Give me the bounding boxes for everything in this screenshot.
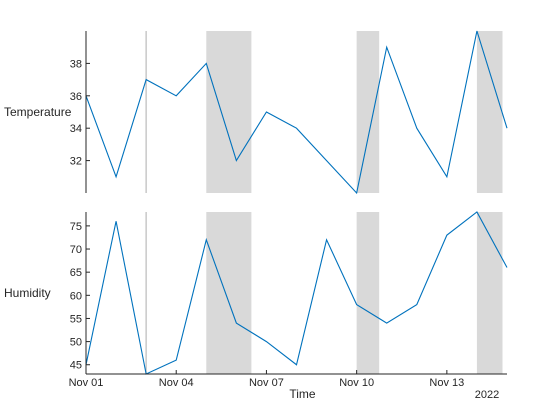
xtick-label: Nov 13 xyxy=(429,377,464,389)
temperature-ytick-label: 36 xyxy=(70,91,82,103)
humidity-ytick-label: 60 xyxy=(70,290,82,302)
temperature-ytick-label: 32 xyxy=(70,156,82,168)
humidity-ylabel: Humidity xyxy=(4,286,51,300)
humidity-ytick-label: 75 xyxy=(70,221,82,233)
humidity-ytick-label: 55 xyxy=(70,313,82,325)
temperature-ylabel: Temperature xyxy=(4,105,72,119)
temperature-ytick-label: 34 xyxy=(70,123,82,135)
xtick-label: Nov 01 xyxy=(69,377,104,389)
humidity-ytick-label: 45 xyxy=(70,360,82,372)
temperature-shaded-region-3 xyxy=(476,31,503,193)
xtick-label: Nov 10 xyxy=(339,377,374,389)
xtick-label: Nov 07 xyxy=(249,377,284,389)
temperature-series-line xyxy=(85,30,508,195)
temperature-shaded-region-1 xyxy=(206,31,252,193)
humidity-shaded-region-3 xyxy=(476,212,503,374)
xtick-label: Nov 04 xyxy=(159,377,194,389)
temperature-shaded-region-2 xyxy=(356,31,380,193)
humidity-ytick-label: 65 xyxy=(70,267,82,279)
x-axis-label: Time xyxy=(289,387,316,401)
temperature-ytick-label: 38 xyxy=(70,58,82,70)
humidity-shaded-region-2 xyxy=(356,212,380,374)
humidity-ytick-label: 50 xyxy=(70,337,82,349)
humidity-series-line xyxy=(85,211,508,375)
humidity-shaded-region-1 xyxy=(206,212,252,374)
humidity-ytick-label: 70 xyxy=(70,244,82,256)
x-axis-year-label: 2022 xyxy=(475,389,499,401)
